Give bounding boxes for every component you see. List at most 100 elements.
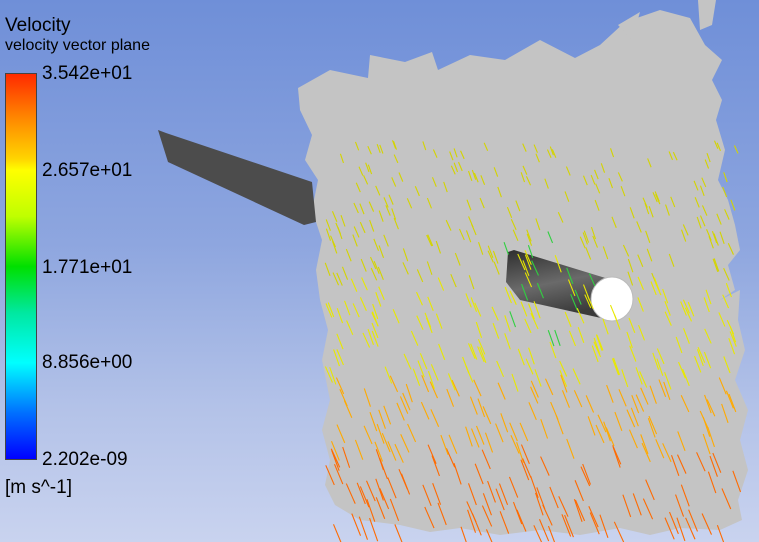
velocity-vector — [402, 262, 409, 275]
velocity-vector — [458, 228, 465, 241]
legend-title: Velocity — [5, 15, 71, 36]
velocity-vector — [475, 321, 483, 338]
velocity-vector — [622, 244, 630, 257]
velocity-vector — [371, 330, 379, 347]
velocity-vector — [387, 477, 397, 499]
velocity-vector — [684, 307, 693, 322]
velocity-vector — [613, 521, 625, 542]
velocity-vector — [491, 306, 499, 321]
velocity-vector — [398, 172, 404, 182]
velocity-vector — [533, 301, 541, 319]
velocity-vector — [655, 439, 665, 459]
velocity-vector — [703, 351, 712, 369]
velocity-vector — [344, 300, 351, 316]
velocity-vector — [394, 524, 403, 542]
velocity-vector — [325, 465, 335, 486]
velocity-vector — [559, 369, 568, 387]
velocity-vector — [469, 396, 478, 415]
velocity-vector — [346, 320, 354, 336]
velocity-vector — [367, 145, 372, 155]
velocity-vector — [573, 390, 583, 408]
velocity-vector — [585, 247, 592, 260]
velocity-vector — [676, 517, 686, 542]
velocity-vector — [468, 216, 474, 228]
velocity-vector — [530, 380, 539, 398]
velocity-vector — [393, 154, 399, 164]
velocity-vector — [485, 529, 493, 542]
velocity-vector — [517, 348, 525, 366]
velocity-vector — [363, 388, 371, 407]
velocity-vector — [369, 411, 378, 432]
velocity-vector — [500, 413, 509, 433]
velocity-vector — [524, 272, 533, 288]
velocity-vector — [549, 486, 559, 509]
velocity-vector — [729, 331, 737, 347]
velocity-vector — [713, 233, 719, 246]
velocity-vector — [416, 269, 424, 283]
velocity-vector — [626, 331, 633, 349]
velocity-vector — [495, 488, 505, 511]
vector-plane-spike — [698, 0, 716, 30]
velocity-vector — [709, 455, 718, 477]
velocity-vector — [549, 341, 557, 359]
velocity-vector — [732, 470, 742, 493]
velocity-vector — [721, 403, 729, 424]
velocity-vector — [479, 197, 485, 209]
velocity-vector — [416, 315, 424, 330]
velocity-vector — [725, 390, 734, 409]
velocity-vector — [711, 230, 718, 244]
velocity-vector — [592, 235, 598, 248]
velocity-vector — [460, 526, 467, 542]
velocity-vector — [683, 328, 690, 344]
velocity-vector — [536, 282, 544, 299]
velocity-vector — [533, 525, 543, 542]
velocity-vector — [724, 209, 730, 220]
velocity-vector — [381, 432, 391, 453]
velocity-vector — [379, 458, 388, 480]
velocity-vector — [570, 293, 578, 311]
velocity-vector — [468, 275, 475, 290]
velocity-vector — [540, 456, 550, 476]
velocity-vector — [613, 357, 621, 375]
velocity-vector — [504, 333, 511, 350]
velocity-vector — [547, 231, 554, 244]
velocity-vector — [522, 143, 527, 152]
velocity-vector — [419, 353, 428, 370]
velocity-vector — [583, 230, 590, 243]
velocity-vector — [630, 407, 639, 427]
velocity-vector — [670, 455, 680, 476]
velocity-vector — [688, 509, 698, 532]
velocity-vector — [629, 207, 635, 219]
velocity-vector — [609, 148, 615, 158]
velocity-vector — [417, 360, 425, 378]
velocity-vector — [474, 463, 484, 485]
velocity-vector — [621, 369, 629, 388]
velocity-vector — [365, 162, 370, 173]
velocity-vector — [665, 204, 670, 216]
velocity-vector — [567, 279, 576, 297]
velocity-vector — [510, 435, 520, 454]
velocity-vector — [521, 283, 529, 301]
velocity-vector — [325, 303, 333, 318]
velocity-vector — [333, 349, 340, 367]
velocity-vector — [568, 330, 577, 347]
velocity-vector — [391, 140, 397, 149]
velocity-vector — [445, 219, 452, 231]
velocity-vector — [579, 236, 586, 249]
velocity-vector — [677, 431, 686, 452]
velocity-vector — [637, 254, 644, 268]
velocity-vector — [465, 230, 472, 243]
velocity-vector — [508, 476, 519, 498]
velocity-vector — [384, 366, 393, 384]
velocity-vector — [336, 424, 346, 444]
velocity-vector — [620, 186, 626, 197]
velocity-vector — [391, 177, 397, 187]
velocity-vector — [431, 455, 440, 477]
velocity-vector — [576, 308, 585, 324]
velocity-vector — [664, 517, 675, 540]
velocity-vector — [446, 388, 455, 407]
velocity-vector — [454, 252, 461, 266]
velocity-vector — [520, 301, 528, 317]
velocity-vector — [466, 501, 477, 523]
